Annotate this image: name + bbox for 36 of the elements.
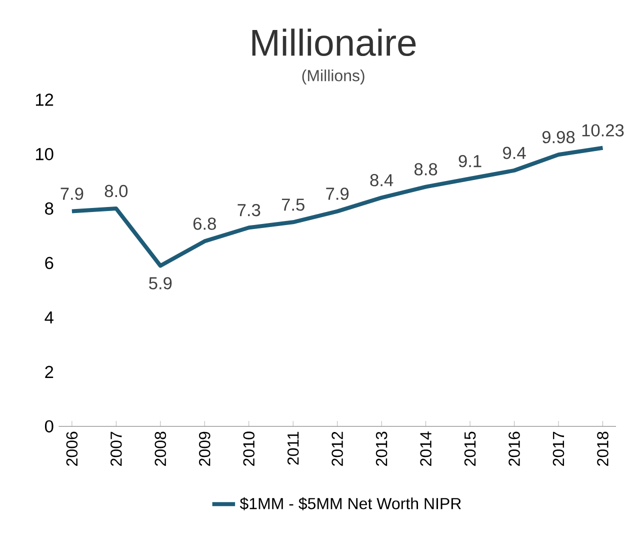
y-tick-label: 6 <box>45 256 54 270</box>
data-label: 8.8 <box>414 163 438 176</box>
data-label: 8.4 <box>370 174 394 186</box>
x-tick-label: 2009 <box>198 432 210 466</box>
legend-label: $1MM - $5MM Net Worth NIPR <box>240 497 461 510</box>
x-tick-label: 2016 <box>508 432 520 466</box>
x-tick-label: 2010 <box>243 432 255 466</box>
x-tick-label: 2011 <box>287 432 299 465</box>
y-tick-label: 12 <box>36 94 54 106</box>
data-label: 9.98 <box>542 131 575 144</box>
y-tick-label: 8 <box>45 202 54 215</box>
data-label: 6.8 <box>193 218 216 230</box>
x-tick-label: 2013 <box>376 432 388 466</box>
chart-subtitle: (Millions) <box>302 70 364 84</box>
x-tick-label: 2014 <box>420 432 432 466</box>
y-tick-label: 0 <box>44 420 54 432</box>
x-tick-label: 2017 <box>552 432 564 466</box>
x-tick-label: 2006 <box>66 432 78 466</box>
x-tick-label: 2007 <box>110 432 122 466</box>
x-tick-label: 2018 <box>597 432 608 466</box>
y-tick-label: 2 <box>45 366 54 378</box>
data-label: 8.0 <box>104 184 128 198</box>
data-label: 9.1 <box>458 154 482 168</box>
data-label: 7.9 <box>60 188 84 200</box>
x-tick-label: 2015 <box>464 432 476 466</box>
data-label: 5.9 <box>149 277 172 290</box>
data-label: 10.23 <box>582 124 624 136</box>
data-label: 9.4 <box>503 146 526 160</box>
data-label: 7.3 <box>238 204 260 216</box>
data-label: 7.5 <box>282 198 304 211</box>
y-tick-label: 10 <box>36 148 54 160</box>
x-tick-label: 2008 <box>154 432 166 466</box>
chart-title: Millionaire <box>252 28 416 56</box>
data-label: 7.9 <box>326 188 349 200</box>
x-tick-label: 2012 <box>332 432 343 466</box>
y-tick-label: 4 <box>44 311 54 324</box>
